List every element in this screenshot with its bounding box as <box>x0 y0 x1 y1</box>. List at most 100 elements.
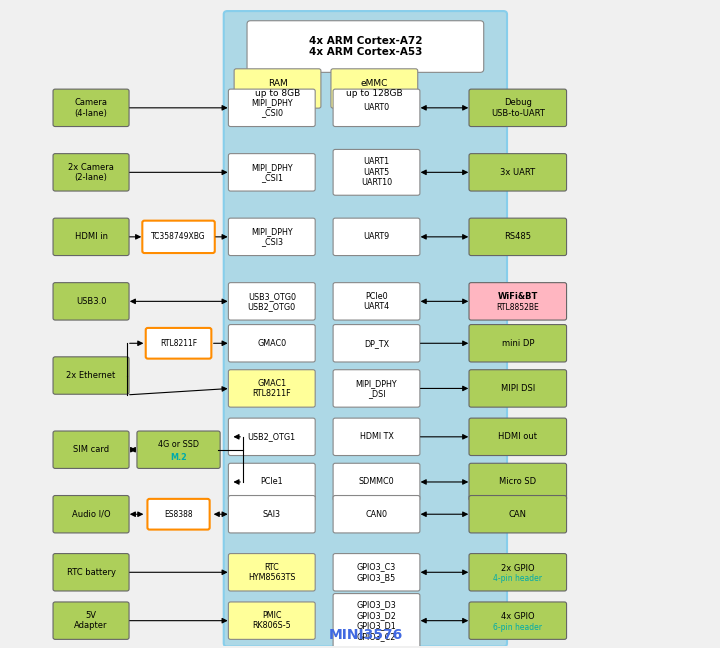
Text: mini DP: mini DP <box>502 339 534 348</box>
FancyBboxPatch shape <box>137 431 220 469</box>
FancyBboxPatch shape <box>145 328 212 358</box>
FancyBboxPatch shape <box>228 370 315 407</box>
Text: RTL8211F: RTL8211F <box>160 339 197 348</box>
Text: 4-pin header: 4-pin header <box>493 575 542 583</box>
FancyBboxPatch shape <box>53 89 129 126</box>
Text: USB3_OTG0
USB2_OTG0: USB3_OTG0 USB2_OTG0 <box>248 292 296 311</box>
Text: PMIC
RK806S-5: PMIC RK806S-5 <box>253 611 291 631</box>
FancyBboxPatch shape <box>333 496 420 533</box>
Text: MIPI_DPHY
_DSI: MIPI_DPHY _DSI <box>356 378 397 398</box>
FancyBboxPatch shape <box>333 325 420 362</box>
Text: 5V
Adapter: 5V Adapter <box>74 611 108 631</box>
Text: UART0: UART0 <box>364 103 390 112</box>
Text: DP_TX: DP_TX <box>364 339 389 348</box>
FancyBboxPatch shape <box>333 283 420 320</box>
Text: 4x ARM Cortex-A72
4x ARM Cortex-A53: 4x ARM Cortex-A72 4x ARM Cortex-A53 <box>309 36 422 57</box>
Text: GPIO3_C3
GPIO3_B5: GPIO3_C3 GPIO3_B5 <box>357 562 396 582</box>
Text: UART1
UART5
UART10: UART1 UART5 UART10 <box>361 157 392 187</box>
Text: GMAC0: GMAC0 <box>257 339 287 348</box>
Text: GPIO3_D3
GPIO3_D2
GPIO3_D1
GPIO3_C2: GPIO3_D3 GPIO3_D2 GPIO3_D1 GPIO3_C2 <box>356 601 397 641</box>
FancyBboxPatch shape <box>469 218 567 255</box>
Text: CAN: CAN <box>509 510 527 519</box>
FancyBboxPatch shape <box>333 553 420 591</box>
FancyBboxPatch shape <box>333 594 420 648</box>
FancyBboxPatch shape <box>228 496 315 533</box>
FancyBboxPatch shape <box>228 418 315 456</box>
FancyBboxPatch shape <box>228 463 315 501</box>
Text: RTC
HYM8563TS: RTC HYM8563TS <box>248 562 295 582</box>
FancyBboxPatch shape <box>333 89 420 126</box>
Text: MINI3576: MINI3576 <box>328 628 402 642</box>
FancyBboxPatch shape <box>469 89 567 126</box>
Text: 2x Ethernet: 2x Ethernet <box>66 371 116 380</box>
Text: SAI3: SAI3 <box>263 510 281 519</box>
Text: PCIe0
UART4: PCIe0 UART4 <box>364 292 390 311</box>
Text: TC358749XBG: TC358749XBG <box>151 233 206 241</box>
Text: 6-pin header: 6-pin header <box>493 623 542 632</box>
FancyBboxPatch shape <box>331 69 418 108</box>
FancyBboxPatch shape <box>53 431 129 469</box>
FancyBboxPatch shape <box>228 602 315 640</box>
FancyBboxPatch shape <box>469 496 567 533</box>
FancyBboxPatch shape <box>228 154 315 191</box>
FancyBboxPatch shape <box>469 325 567 362</box>
FancyBboxPatch shape <box>53 553 129 591</box>
Text: Debug
USB-to-UART: Debug USB-to-UART <box>491 98 545 117</box>
FancyBboxPatch shape <box>469 418 567 456</box>
Text: GMAC1
RTL8211F: GMAC1 RTL8211F <box>253 378 291 398</box>
FancyBboxPatch shape <box>224 11 507 647</box>
FancyBboxPatch shape <box>53 496 129 533</box>
Text: SDMMC0: SDMMC0 <box>359 478 395 487</box>
FancyBboxPatch shape <box>333 150 420 195</box>
Text: WiFi&BT: WiFi&BT <box>498 292 538 301</box>
FancyBboxPatch shape <box>143 221 215 253</box>
Text: Audio I/O: Audio I/O <box>72 510 110 519</box>
Text: USB2_OTG1: USB2_OTG1 <box>248 432 296 441</box>
Text: ES8388: ES8388 <box>164 510 193 519</box>
Text: HDMI in: HDMI in <box>75 233 107 241</box>
FancyBboxPatch shape <box>234 69 321 108</box>
FancyBboxPatch shape <box>228 553 315 591</box>
FancyBboxPatch shape <box>333 418 420 456</box>
Text: RS485: RS485 <box>504 233 531 241</box>
Text: CAN0: CAN0 <box>366 510 387 519</box>
Text: RTC battery: RTC battery <box>66 568 115 577</box>
Text: SIM card: SIM card <box>73 445 109 454</box>
Text: 4G or SSD: 4G or SSD <box>158 440 199 449</box>
FancyBboxPatch shape <box>228 283 315 320</box>
FancyBboxPatch shape <box>228 325 315 362</box>
FancyBboxPatch shape <box>469 154 567 191</box>
Text: MIPI_DPHY
_CSI0: MIPI_DPHY _CSI0 <box>251 98 292 117</box>
Text: 2x GPIO: 2x GPIO <box>501 564 535 573</box>
FancyBboxPatch shape <box>53 357 129 394</box>
Text: M.2: M.2 <box>170 453 187 462</box>
FancyBboxPatch shape <box>53 218 129 255</box>
Text: UART9: UART9 <box>364 233 390 241</box>
FancyBboxPatch shape <box>228 89 315 126</box>
Text: HDMI out: HDMI out <box>498 432 537 441</box>
FancyBboxPatch shape <box>469 283 567 320</box>
FancyBboxPatch shape <box>469 602 567 640</box>
Text: Micro SD: Micro SD <box>499 478 536 487</box>
FancyBboxPatch shape <box>247 21 484 73</box>
FancyBboxPatch shape <box>469 553 567 591</box>
FancyBboxPatch shape <box>333 370 420 407</box>
FancyBboxPatch shape <box>333 218 420 255</box>
Text: HDMI TX: HDMI TX <box>359 432 393 441</box>
FancyBboxPatch shape <box>148 499 210 529</box>
FancyBboxPatch shape <box>53 154 129 191</box>
Text: USB3.0: USB3.0 <box>76 297 107 306</box>
Text: PCIe1: PCIe1 <box>261 478 283 487</box>
FancyBboxPatch shape <box>469 463 567 501</box>
Text: MIPI_DPHY
_CSI3: MIPI_DPHY _CSI3 <box>251 227 292 246</box>
FancyBboxPatch shape <box>228 218 315 255</box>
Text: 2x Camera
(2-lane): 2x Camera (2-lane) <box>68 163 114 182</box>
FancyBboxPatch shape <box>53 283 129 320</box>
FancyBboxPatch shape <box>469 370 567 407</box>
FancyBboxPatch shape <box>53 602 129 640</box>
Text: MIPI_DPHY
_CSI1: MIPI_DPHY _CSI1 <box>251 163 292 182</box>
Text: 4x GPIO: 4x GPIO <box>501 612 535 621</box>
Text: eMMC
up to 128GB: eMMC up to 128GB <box>346 79 402 98</box>
Text: RTL8852BE: RTL8852BE <box>496 303 539 312</box>
Text: Camera
(4-lane): Camera (4-lane) <box>75 98 107 117</box>
